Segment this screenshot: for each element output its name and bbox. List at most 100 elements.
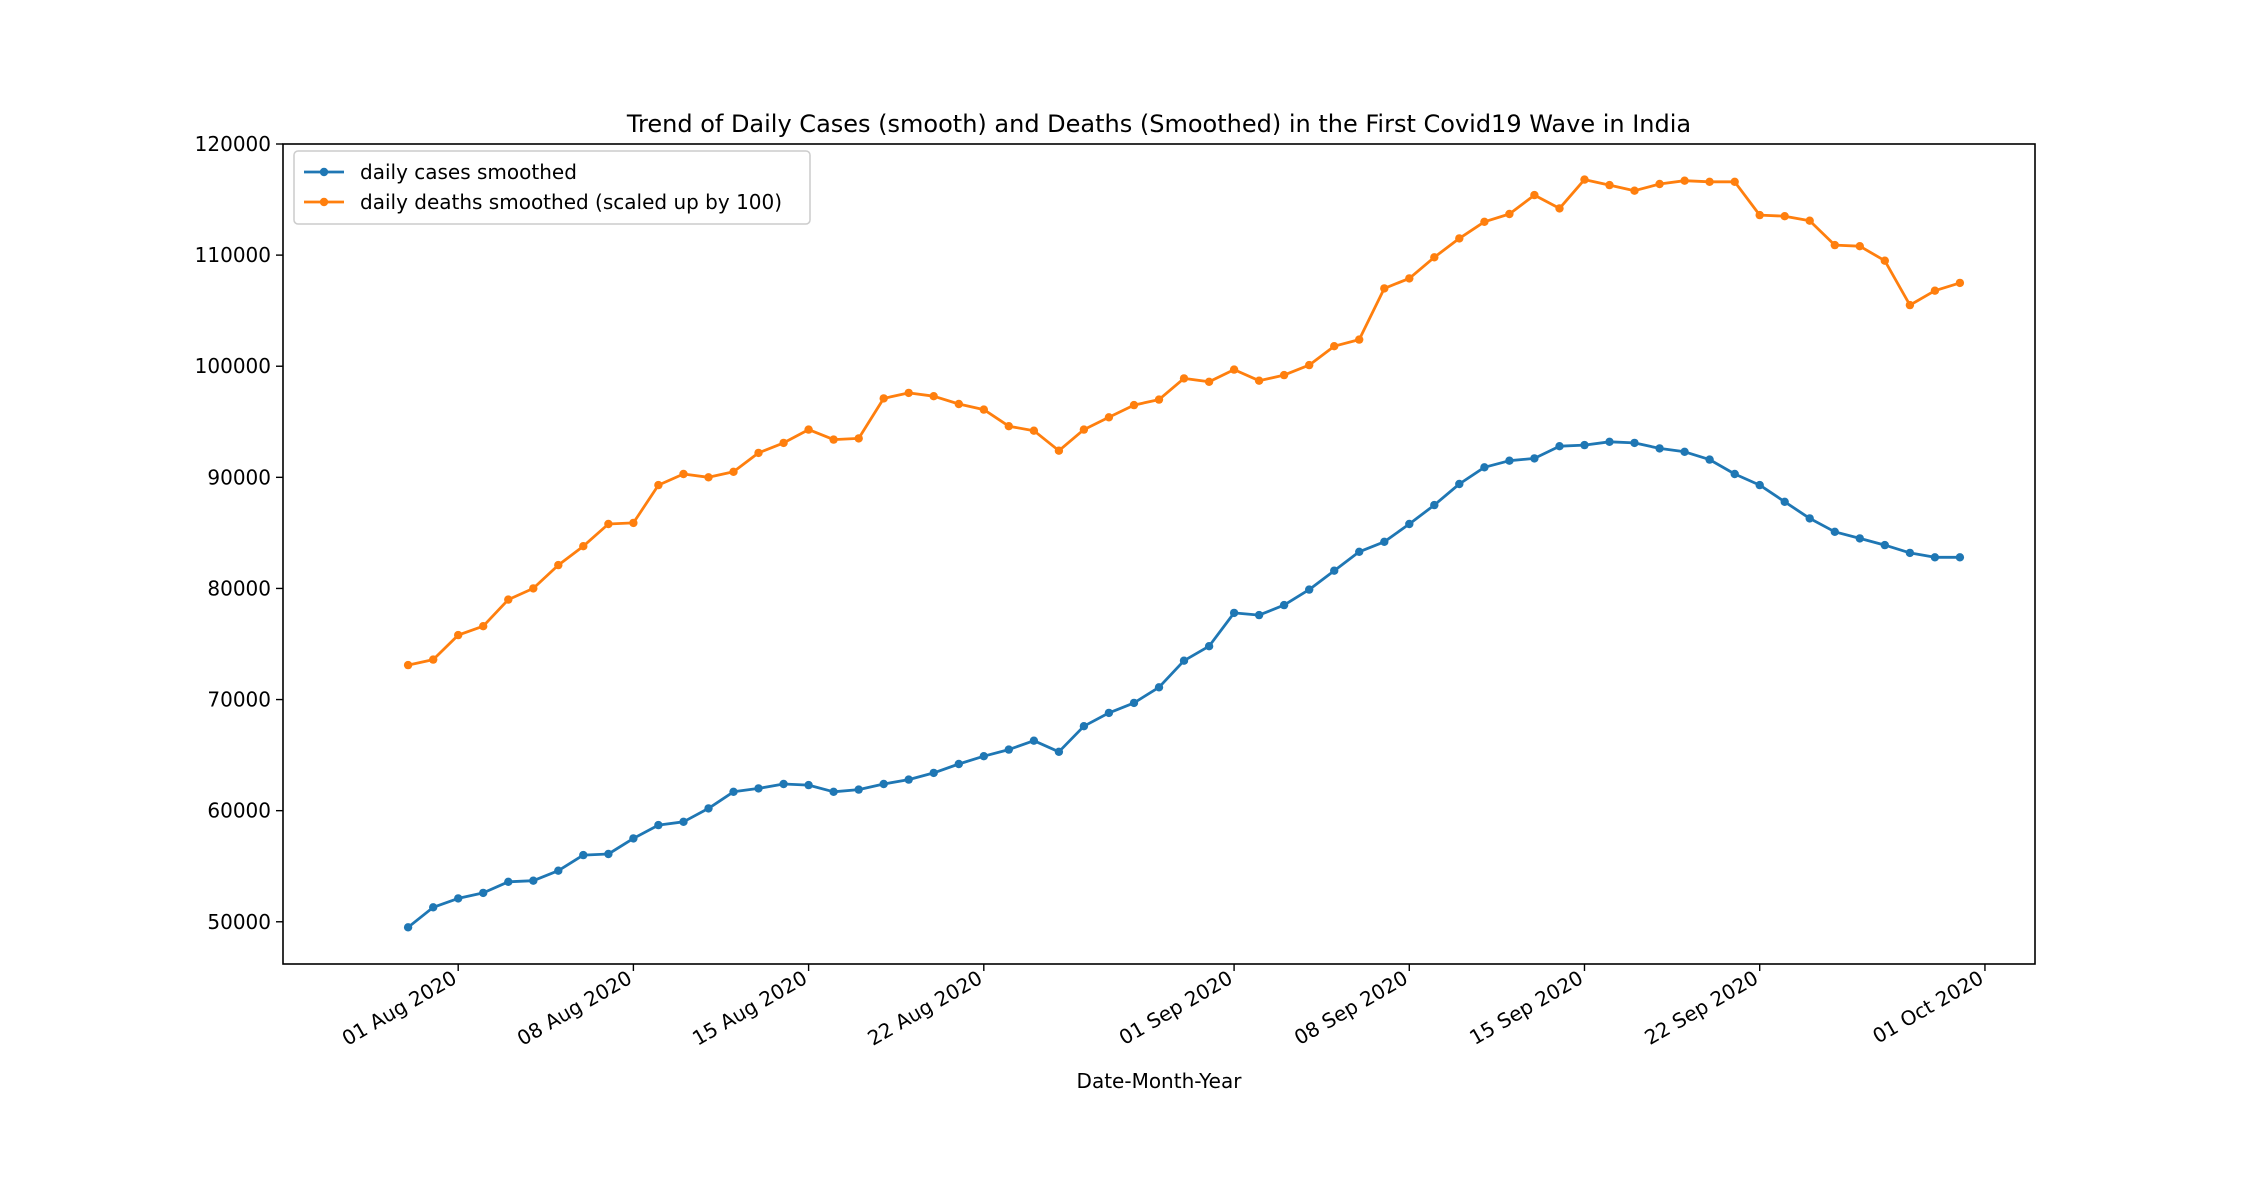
series-point-1	[829, 435, 838, 444]
series-point-0	[929, 768, 938, 778]
series-point-0	[779, 779, 788, 789]
series-point-1	[579, 542, 588, 551]
series-point-1	[1179, 374, 1189, 383]
series-point-0	[1880, 540, 1890, 550]
series-point-1	[879, 394, 888, 403]
series-point-1	[403, 660, 413, 670]
series-point-1	[529, 584, 538, 593]
series-point-1	[1054, 446, 1064, 455]
series-point-0	[1029, 736, 1039, 745]
series-point-0	[829, 787, 838, 796]
series-layer	[403, 175, 1965, 932]
series-point-0	[1505, 456, 1514, 465]
series-point-0	[1530, 454, 1539, 463]
x-axis-label: Date-Month-Year	[1077, 1069, 1243, 1093]
series-point-1	[1930, 286, 1940, 295]
series-point-1	[854, 434, 863, 443]
series-point-1	[954, 399, 963, 409]
series-point-1	[429, 655, 438, 664]
series-point-0	[1204, 642, 1214, 651]
series-point-0	[1580, 440, 1589, 450]
series-point-1	[1129, 400, 1139, 410]
series-point-0	[579, 850, 588, 860]
y-tick-label: 110000	[195, 243, 271, 267]
series-point-0	[879, 779, 888, 789]
series-point-0	[854, 785, 863, 794]
series-point-1	[1755, 210, 1764, 220]
series-point-0	[1254, 610, 1264, 620]
series-point-0	[1405, 519, 1414, 529]
y-tick-label: 100000	[195, 354, 271, 378]
series-point-0	[1830, 527, 1840, 536]
series-point-0	[1129, 698, 1139, 708]
series-point-0	[1229, 608, 1239, 618]
series-point-1	[1705, 177, 1714, 186]
y-tick-label: 70000	[207, 688, 271, 712]
y-tick-label: 50000	[207, 910, 271, 934]
series-point-1	[1330, 342, 1339, 351]
series-point-0	[1655, 444, 1664, 453]
series-point-1	[704, 473, 713, 482]
series-point-1	[1079, 425, 1089, 434]
series-point-1	[554, 560, 563, 570]
legend-marker-cases	[319, 167, 329, 177]
series-point-1	[804, 425, 813, 434]
series-point-1	[1380, 284, 1389, 293]
series-point-1	[1229, 365, 1239, 374]
series-point-1	[1730, 177, 1739, 186]
series-point-0	[1630, 438, 1639, 448]
series-point-0	[479, 888, 488, 898]
series-point-1	[1505, 209, 1514, 219]
series-point-1	[1655, 179, 1664, 189]
series-point-0	[1054, 747, 1064, 756]
series-point-1	[1430, 253, 1439, 262]
series-point-0	[729, 787, 738, 796]
series-point-0	[1279, 600, 1289, 610]
series-point-0	[1154, 683, 1164, 692]
series-point-0	[1705, 455, 1714, 464]
series-point-1	[1154, 395, 1164, 404]
series-point-0	[754, 784, 763, 793]
series-point-1	[1480, 217, 1489, 226]
series-point-0	[804, 780, 813, 790]
series-point-1	[754, 448, 763, 458]
series-point-1	[504, 595, 513, 604]
series-point-1	[729, 467, 738, 476]
series-point-0	[1430, 500, 1439, 510]
series-point-1	[1805, 216, 1814, 225]
series-point-1	[979, 405, 988, 414]
legend: daily cases smoothed daily deaths smooth…	[293, 150, 811, 225]
series-point-0	[1855, 534, 1865, 543]
series-point-0	[904, 775, 913, 784]
series-point-1	[1880, 256, 1890, 265]
series-point-1	[904, 388, 913, 398]
series-point-0	[429, 903, 438, 912]
series-point-1	[1279, 370, 1289, 380]
series-point-1	[1605, 180, 1614, 190]
series-point-0	[679, 817, 688, 826]
series-point-0	[554, 866, 563, 875]
chart-title: Trend of Daily Cases (smooth) and Deaths…	[626, 110, 1691, 138]
legend-label-deaths: daily deaths smoothed (scaled up by 100)	[360, 190, 782, 214]
series-point-1	[1905, 300, 1915, 310]
series-point-0	[1555, 442, 1564, 451]
series-point-1	[1455, 234, 1464, 243]
series-point-0	[1079, 722, 1089, 731]
series-point-0	[979, 752, 988, 761]
series-point-1	[1104, 413, 1114, 422]
series-point-0	[403, 923, 413, 932]
series-point-1	[1555, 204, 1564, 213]
series-point-0	[604, 849, 613, 859]
series-point-1	[1630, 186, 1639, 195]
series-point-1	[1355, 335, 1364, 344]
series-point-0	[454, 894, 463, 903]
legend-label-cases: daily cases smoothed	[360, 160, 577, 184]
series-point-0	[1930, 553, 1940, 562]
series-point-0	[1104, 708, 1114, 718]
series-point-1	[1680, 176, 1689, 185]
series-point-0	[704, 804, 713, 813]
series-point-0	[1355, 547, 1364, 556]
series-point-0	[954, 759, 963, 769]
series-point-0	[1480, 463, 1489, 472]
